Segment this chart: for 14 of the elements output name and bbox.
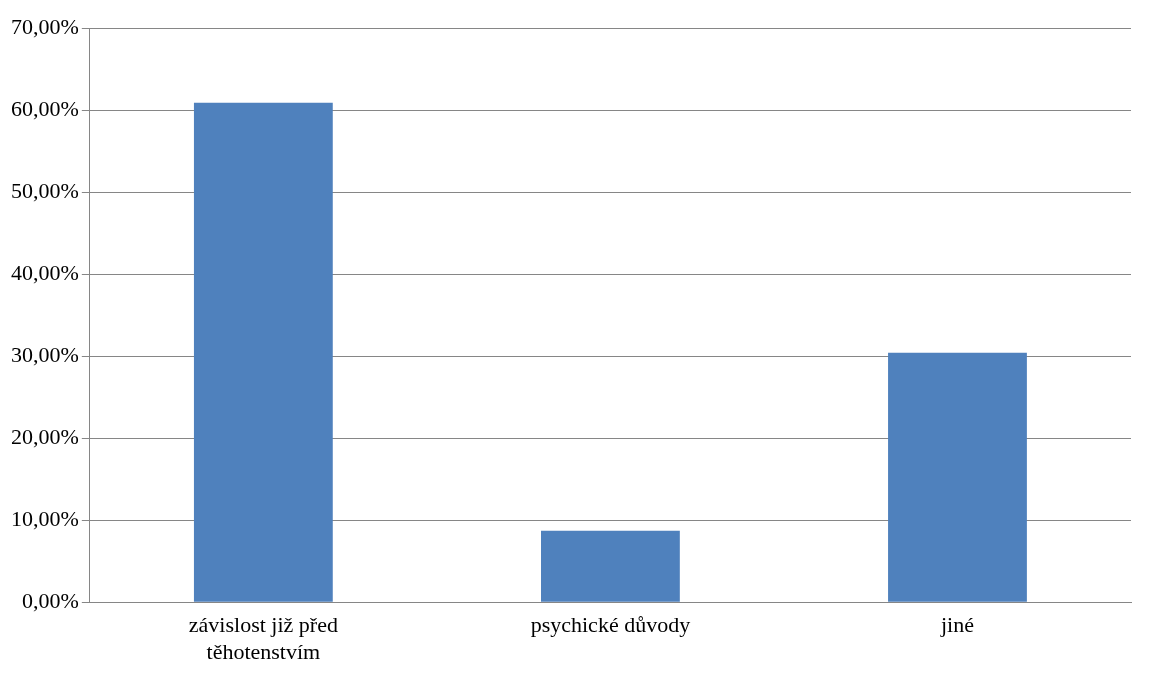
bar	[541, 530, 680, 602]
y-tick-label: 0,00%	[22, 587, 79, 613]
y-tick-label: 70,00%	[11, 13, 79, 39]
y-tick-label: 60,00%	[11, 95, 79, 121]
y-tick-label: 40,00%	[11, 259, 79, 285]
y-tick-label: 50,00%	[11, 177, 79, 203]
x-tick-label: psychické důvody	[530, 612, 691, 638]
x-tick-label: jiné	[939, 612, 974, 638]
y-tick-label: 20,00%	[11, 423, 79, 449]
y-tick-label: 10,00%	[11, 505, 79, 531]
bar	[193, 102, 333, 602]
y-tick-label: 30,00%	[11, 341, 79, 367]
bar	[888, 352, 1027, 602]
x-tick-label: závislost již před těhotenstvím	[188, 612, 338, 664]
